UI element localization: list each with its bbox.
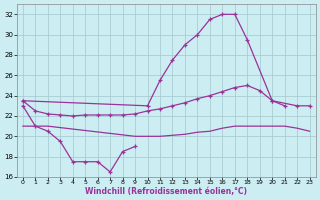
X-axis label: Windchill (Refroidissement éolien,°C): Windchill (Refroidissement éolien,°C) xyxy=(85,187,247,196)
